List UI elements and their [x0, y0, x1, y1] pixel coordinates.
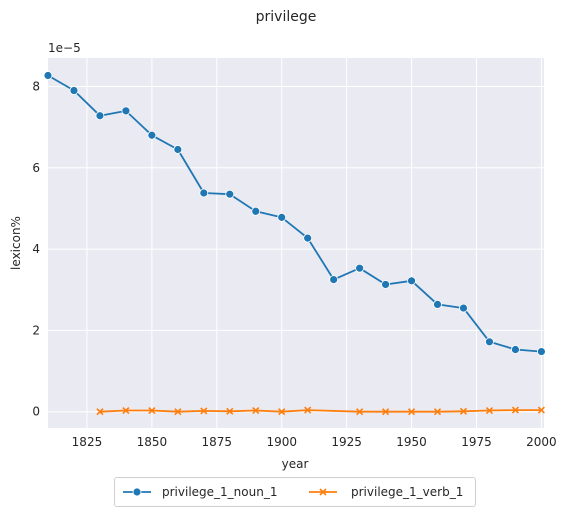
data-point	[96, 408, 104, 416]
data-point	[225, 189, 235, 199]
legend-item-verb: privilege_1_verb_1	[309, 485, 463, 499]
grid-lines	[48, 58, 544, 428]
data-point	[147, 130, 157, 140]
data-point	[148, 406, 156, 415]
series-layer	[43, 71, 546, 416]
plot-area	[48, 58, 544, 428]
data-point	[407, 408, 416, 416]
data-point	[174, 408, 182, 416]
data-point	[329, 275, 339, 284]
data-point	[95, 111, 105, 121]
data-point	[200, 407, 208, 415]
x-tick-label: 1825	[72, 435, 103, 449]
data-point	[121, 106, 131, 116]
y-tick-label: 8	[32, 79, 40, 93]
data-point	[511, 345, 520, 354]
y-tick-label: 0	[32, 405, 40, 419]
data-point	[485, 406, 494, 415]
data-point	[277, 212, 287, 222]
chart-title: privilege	[256, 9, 317, 25]
legend-marker-verb	[319, 488, 327, 496]
data-point	[69, 86, 79, 95]
series-privilege_1_noun_1	[43, 71, 546, 356]
data-point	[381, 280, 390, 289]
data-point	[356, 408, 364, 416]
y-tick-label: 6	[32, 161, 40, 175]
data-point	[511, 406, 520, 414]
data-point	[43, 71, 53, 80]
data-point	[251, 206, 261, 216]
data-point	[407, 276, 416, 286]
data-point	[537, 406, 545, 414]
x-tick-labels: 1825 1850 1875 1900 1925 1950 1975 2000	[72, 435, 557, 449]
data-point	[252, 406, 260, 415]
data-point	[355, 263, 365, 273]
x-axis-label: year	[282, 457, 309, 471]
data-point	[122, 406, 130, 415]
legend: privilege_1_noun_1 privilege_1_verb_1	[114, 477, 476, 507]
y-scale-label: 1e−5	[48, 41, 81, 55]
data-point	[304, 406, 312, 414]
x-tick-label: 1950	[396, 435, 427, 449]
data-point	[303, 233, 313, 243]
y-tick-label: 2	[32, 323, 40, 337]
data-point	[537, 347, 546, 356]
y-tick-labels: 0 2 4 6 8	[32, 79, 40, 418]
legend-items: privilege_1_noun_1 privilege_1_verb_1	[123, 485, 463, 499]
data-point	[459, 303, 468, 313]
x-tick-label: 1875	[202, 435, 233, 449]
x-tick-label: 1850	[137, 435, 168, 449]
x-tick-label: 1925	[331, 435, 362, 449]
x-tick-label: 1900	[266, 435, 297, 449]
data-point	[226, 407, 234, 415]
data-point	[382, 408, 390, 416]
data-point	[485, 337, 494, 347]
data-point	[173, 145, 183, 154]
series-privilege_1_verb_1	[96, 406, 545, 416]
data-point	[278, 408, 286, 416]
data-point	[459, 407, 468, 415]
x-tick-label: 1975	[461, 435, 492, 449]
data-point	[199, 188, 209, 198]
y-tick-label: 4	[32, 242, 40, 256]
legend-item-noun: privilege_1_noun_1	[123, 485, 277, 499]
x-tick-label: 2000	[526, 435, 557, 449]
legend-label-noun: privilege_1_noun_1	[162, 485, 277, 499]
y-axis-label: lexicon%	[9, 216, 23, 270]
legend-marker-noun	[132, 487, 142, 497]
data-point	[433, 299, 442, 309]
data-point	[433, 408, 442, 416]
legend-label-verb: privilege_1_verb_1	[351, 485, 463, 499]
